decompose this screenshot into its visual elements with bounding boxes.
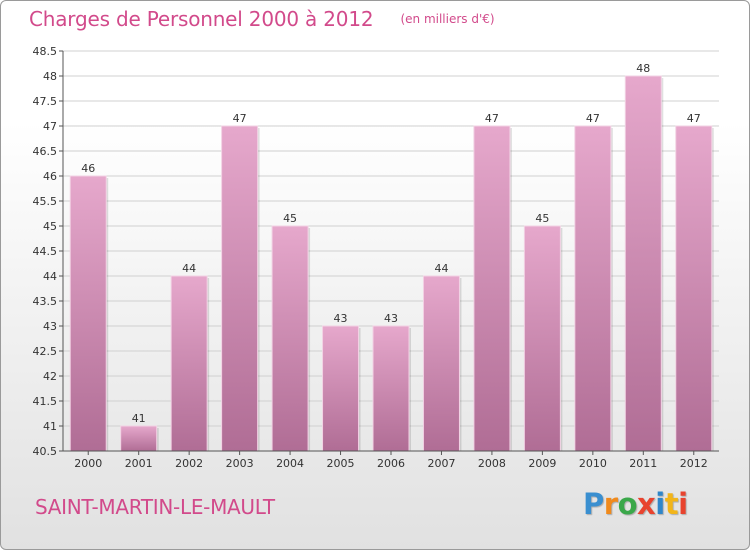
bar-value-label: 47: [485, 112, 499, 125]
x-tick-label: 2011: [629, 457, 657, 470]
bar-value-label: 43: [384, 312, 398, 325]
bar: [574, 125, 612, 452]
y-tick-label: 44.5: [33, 245, 58, 258]
logo-letter: P: [583, 487, 604, 521]
bar: [69, 175, 107, 452]
bar: [221, 125, 259, 452]
x-tick-label: 2010: [579, 457, 607, 470]
axes: [62, 51, 719, 452]
bar: [523, 225, 561, 452]
commune-name: SAINT-MARTIN-LE-MAULT: [35, 495, 275, 519]
y-tick-label: 42: [43, 370, 57, 383]
x-tick-label: 2012: [680, 457, 708, 470]
bar-value-label: 43: [334, 312, 348, 325]
x-tick-label: 2008: [478, 457, 506, 470]
x-tick-label: 2001: [125, 457, 153, 470]
logo-letter: o: [617, 487, 638, 521]
y-tick-label: 46: [43, 170, 57, 183]
x-tick-label: 2003: [226, 457, 254, 470]
x-tick-label: 2000: [74, 457, 102, 470]
bar: [624, 75, 662, 452]
y-tick-label: 44: [43, 270, 57, 283]
x-tick-label: 2002: [175, 457, 203, 470]
bar-value-label: 48: [636, 62, 650, 75]
y-tick-label: 46.5: [33, 145, 58, 158]
y-tick-label: 41.5: [33, 395, 58, 408]
bar-value-label: 47: [687, 112, 701, 125]
y-tick-label: 48: [43, 70, 57, 83]
y-tick-label: 43: [43, 320, 57, 333]
bar: [170, 275, 208, 452]
y-tick-label: 40.5: [33, 445, 58, 458]
y-tick-label: 47: [43, 120, 57, 133]
bar-value-label: 41: [132, 412, 146, 425]
bars: 46 41 44 47 45 43 43 44 47 45 47 48 47: [69, 62, 714, 452]
x-tick-label: 2006: [377, 457, 405, 470]
y-tick-label: 43.5: [33, 295, 58, 308]
logo-letter: r: [603, 487, 618, 521]
bar-value-label: 47: [586, 112, 600, 125]
y-axis-ticks: 40.5 41 41.5 42 42.5 43 43.5 44 44.5 45 45.5 46 46.5…: [33, 45, 63, 458]
bar: [322, 325, 360, 452]
bar-value-label: 45: [535, 212, 549, 225]
y-tick-label: 47.5: [33, 95, 58, 108]
x-tick-label: 2007: [427, 457, 455, 470]
logo-letter: i: [678, 487, 688, 521]
x-axis-ticks: 2000 2001 2002 2003 2004 2005 2006 2007 2008 2009…: [74, 451, 708, 470]
bar: [120, 425, 158, 452]
y-tick-label: 45: [43, 220, 57, 233]
proxiti-logo: Proxiti: [583, 487, 688, 521]
x-tick-label: 2009: [528, 457, 556, 470]
bar-value-label: 46: [81, 162, 95, 175]
x-tick-label: 2005: [327, 457, 355, 470]
y-tick-label: 41: [43, 420, 57, 433]
logo-letter: i: [655, 487, 665, 521]
bar: [271, 225, 309, 452]
bar-value-label: 45: [283, 212, 297, 225]
y-tick-label: 48.5: [33, 45, 58, 58]
bar: [422, 275, 460, 452]
logo-letter: x: [637, 487, 656, 521]
bar: [473, 125, 511, 452]
chart-title: Charges de Personnel 2000 à 2012: [29, 7, 374, 31]
title-row: Charges de Personnel 2000 à 2012 (en mil…: [29, 7, 495, 31]
y-tick-label: 42.5: [33, 345, 58, 358]
chart-subtitle: (en milliers d'€): [400, 12, 495, 26]
bar-value-label: 44: [434, 262, 448, 275]
bar: [675, 125, 713, 452]
y-tick-label: 45.5: [33, 195, 58, 208]
bar-value-label: 47: [233, 112, 247, 125]
logo-letter: t: [664, 487, 679, 521]
bar: [372, 325, 410, 452]
bar-value-label: 44: [182, 262, 196, 275]
x-tick-label: 2004: [276, 457, 304, 470]
